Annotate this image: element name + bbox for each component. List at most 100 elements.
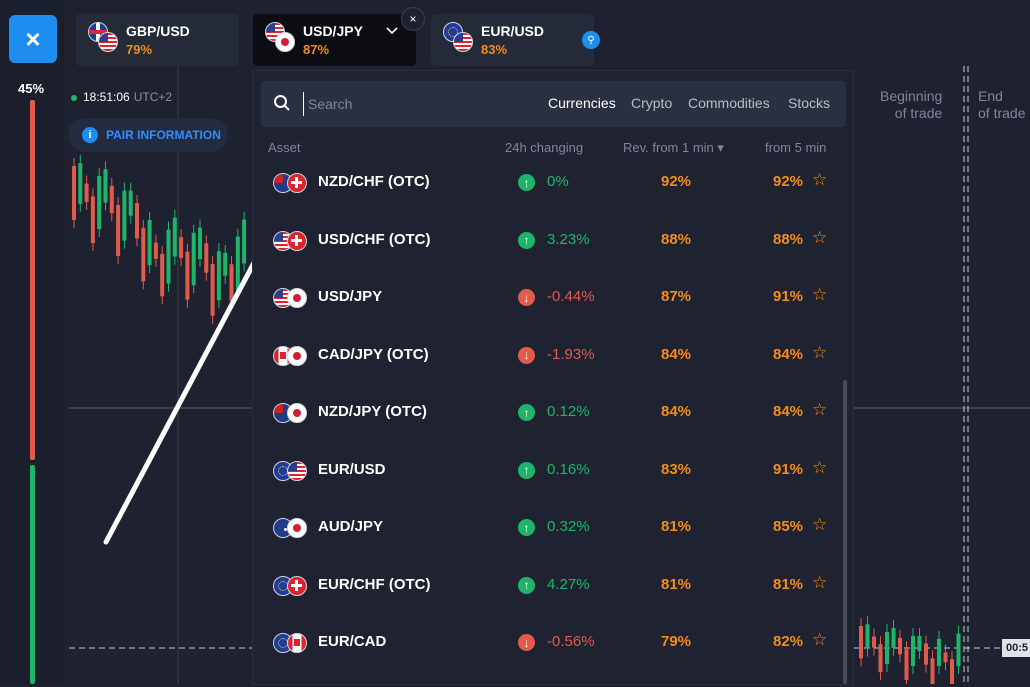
asset-24h-change: -0.44% <box>547 288 595 305</box>
column-rev-5min[interactable]: from 5 min <box>765 140 827 155</box>
favorite-star-icon[interactable]: ☆ <box>812 227 828 247</box>
category-crypto[interactable]: Crypto <box>631 95 673 111</box>
asset-row[interactable]: USD/CHF (OTC) ↑ 3.23% 88% 88% ☆ <box>261 228 846 285</box>
sentiment-bar-down <box>30 100 35 460</box>
pair-flags <box>273 173 313 195</box>
close-tab-icon[interactable]: × <box>401 7 425 31</box>
asset-payout-5min: 84% <box>773 403 804 420</box>
category-commodities[interactable]: Commodities <box>688 95 770 111</box>
jp-flag-icon <box>287 518 307 538</box>
arrow-up-icon: ↑ <box>518 576 535 594</box>
asset-payout-5min: 84% <box>773 345 804 363</box>
candle-body <box>216 251 221 301</box>
candle-body <box>135 203 139 239</box>
favorite-star-icon[interactable]: ☆ <box>812 342 828 362</box>
candle-body <box>950 659 954 684</box>
us-flag-icon <box>453 32 473 52</box>
asset-payout-5min: 91% <box>773 288 804 305</box>
tab-payout: 79% <box>126 42 153 57</box>
asset-row[interactable]: AUD/JPY ↑ 0.32% 81% 85% ☆ <box>261 515 846 572</box>
favorite-star-icon[interactable]: ☆ <box>812 572 828 592</box>
end-line-2: of trade <box>978 105 1026 121</box>
info-icon: i <box>82 127 98 143</box>
candle-body <box>872 636 876 648</box>
asset-row[interactable]: NZD/JPY (OTC) ↑ 0.12% 84% 84% ☆ <box>261 400 846 457</box>
pin-icon[interactable]: ⚲ <box>582 31 600 49</box>
asset-row[interactable]: USD/JPY ↓ -0.44% 87% 91% ☆ <box>261 285 846 342</box>
candle-body <box>116 204 121 256</box>
favorite-star-icon[interactable]: ☆ <box>812 170 828 189</box>
arrow-up-icon: ↑ <box>518 519 535 536</box>
candle-body <box>90 196 95 244</box>
asset-24h-change: 0% <box>547 173 569 190</box>
favorite-star-icon[interactable]: ☆ <box>812 515 828 534</box>
favorite-star-icon[interactable]: ☆ <box>812 400 828 419</box>
jp-flag-icon <box>275 32 295 52</box>
arrow-up-icon: ↑ <box>518 174 535 191</box>
close-button[interactable]: × <box>9 15 57 63</box>
tab-payout: 87% <box>303 42 330 57</box>
candle-body <box>210 263 215 316</box>
tab-eur-usd[interactable]: EUR/USD 83% <box>431 14 594 66</box>
asset-row[interactable]: NZD/CHF (OTC) ↑ 0% 92% 92% ☆ <box>261 170 846 227</box>
asset-row[interactable]: EUR/CHF (OTC) ↑ 4.27% 81% 81% ☆ <box>261 573 846 630</box>
asset-24h-change: 0.16% <box>547 460 590 478</box>
candle-body <box>160 253 165 297</box>
category-stocks[interactable]: Stocks <box>788 95 831 111</box>
asset-payout-1min: 83% <box>661 460 692 478</box>
asset-row[interactable]: EUR/CAD ↓ -0.56% 79% 82% ☆ <box>261 630 846 687</box>
asset-payout-1min: 88% <box>661 230 692 248</box>
asset-name: AUD/JPY <box>318 518 384 535</box>
candle-body <box>937 638 941 666</box>
column-24h-change[interactable]: 24h changing <box>505 140 584 155</box>
candle-body <box>179 237 184 258</box>
price-tag: 00:5 <box>1002 639 1030 657</box>
candle-body <box>229 264 234 302</box>
us-flag-icon <box>98 32 118 52</box>
favorite-star-icon[interactable]: ☆ <box>812 285 828 304</box>
asset-24h-change: -1.93% <box>547 345 595 363</box>
asset-row[interactable]: CAD/JPY (OTC) ↓ -1.93% 84% 84% ☆ <box>261 343 846 400</box>
category-currencies[interactable]: Currencies <box>548 95 616 111</box>
pair-information-button[interactable]: i PAIR INFORMATION <box>68 118 228 152</box>
candle-body <box>943 652 948 663</box>
candle-body <box>204 243 209 273</box>
tab-usd-jpy[interactable]: USD/JPY 87% <box>253 14 416 66</box>
favorite-star-icon[interactable]: ☆ <box>812 630 828 649</box>
asset-name: EUR/USD <box>318 460 386 478</box>
favorite-star-icon[interactable]: ☆ <box>812 457 828 477</box>
tab-pair-name: GBP/USD <box>126 23 190 39</box>
asset-name: NZD/JPY (OTC) <box>318 403 427 420</box>
candle-body <box>72 166 76 220</box>
asset-payout-5min: 85% <box>773 518 804 535</box>
sentiment-bar-up <box>30 465 35 684</box>
search-input[interactable] <box>303 92 510 116</box>
end-line-1: End <box>978 88 1003 104</box>
asset-payout-1min: 84% <box>661 345 692 363</box>
candle-body <box>78 163 83 204</box>
arrow-up-icon: ↑ <box>518 231 535 249</box>
asset-payout-5min: 91% <box>773 460 804 478</box>
asset-payout-1min: 81% <box>661 518 692 535</box>
column-asset[interactable]: Asset <box>268 140 301 155</box>
scrollbar[interactable] <box>843 380 847 684</box>
asset-row[interactable]: EUR/USD ↑ 0.16% 83% 91% ☆ <box>261 458 846 515</box>
tab-payout: 83% <box>481 42 508 57</box>
candle-body <box>924 643 928 665</box>
asset-name: CAD/JPY (OTC) <box>318 345 429 363</box>
asset-24h-change: -0.56% <box>547 633 595 650</box>
pair-flags <box>273 633 313 655</box>
arrow-up-icon: ↑ <box>518 404 535 421</box>
candle-body <box>242 219 247 264</box>
arrow-down-icon: ↓ <box>518 289 535 306</box>
pair-flags <box>273 345 313 368</box>
beginning-of-trade-label: Beginning of trade <box>880 88 942 122</box>
column-rev-1min[interactable]: Rev. from 1 min ▾ <box>623 140 724 155</box>
asset-payout-1min: 84% <box>661 403 692 420</box>
chevron-down-icon[interactable] <box>386 27 398 35</box>
tab-gbp-usd[interactable]: GBP/USD 79% <box>76 14 239 66</box>
candle-body <box>235 236 240 291</box>
price-chart[interactable] <box>64 66 1030 684</box>
candle-body <box>128 190 133 216</box>
pair-flags <box>443 22 473 52</box>
